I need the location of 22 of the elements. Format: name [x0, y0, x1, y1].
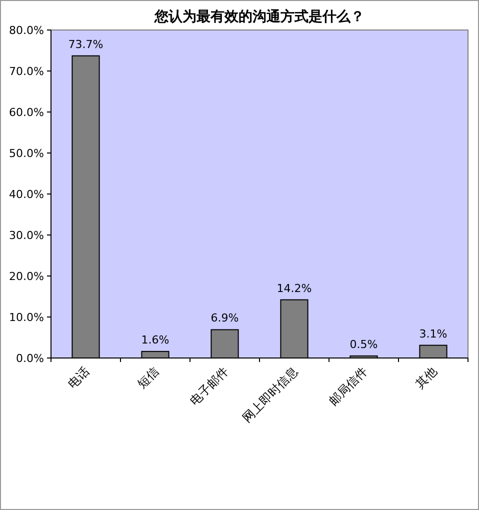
data-label: 3.1%: [419, 327, 448, 340]
x-tick-label: 电子邮件: [187, 364, 231, 408]
chart-title: 您认为最有效的沟通方式是什么？: [154, 8, 364, 25]
x-tick-label: 网上即时信息: [240, 364, 300, 426]
data-label: 6.9%: [210, 312, 239, 325]
data-label: 14.2%: [276, 282, 312, 295]
y-tick-label: 40.0%: [9, 188, 44, 201]
y-tick-label: 70.0%: [9, 65, 44, 78]
y-tick-label: 50.0%: [9, 147, 44, 160]
x-tick-label: 短信: [134, 364, 162, 392]
y-tick-label: 60.0%: [9, 106, 44, 119]
x-tick-label: 其他: [412, 364, 440, 392]
y-tick-label: 30.0%: [9, 229, 44, 242]
y-tick-label: 20.0%: [9, 270, 44, 283]
y-tick-label: 80.0%: [9, 24, 44, 37]
x-tick-label: 邮局信件: [326, 364, 370, 408]
y-tick-label: 10.0%: [9, 311, 44, 324]
data-label: 73.7%: [68, 38, 104, 51]
y-tick-label: 0.0%: [16, 352, 44, 365]
data-label: 0.5%: [350, 338, 378, 351]
x-tick-label: 电话: [65, 364, 92, 392]
data-label: 1.6%: [141, 333, 170, 346]
